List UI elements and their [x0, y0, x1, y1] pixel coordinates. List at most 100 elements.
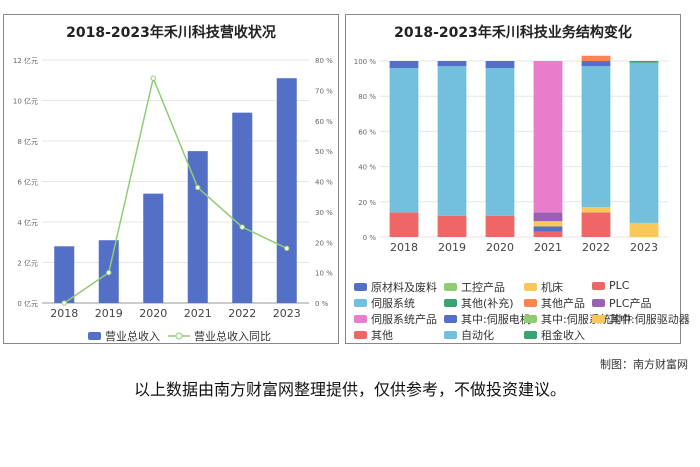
x-axis-tick-label: 2023	[273, 307, 301, 320]
growth-point	[61, 300, 67, 306]
legend-label: 营业总收入	[105, 330, 160, 343]
legend-swatch	[444, 283, 457, 291]
stack-segment	[581, 55, 611, 61]
y-axis-tick-label: 80 %	[358, 93, 376, 101]
stack-segment	[629, 61, 659, 63]
legend-label: 营业总收入同比	[194, 330, 271, 343]
stack-segment	[581, 61, 611, 67]
legend-item: 其中:伺服驱动器	[592, 311, 690, 327]
right-axis-tick-label: 40 %	[315, 179, 333, 187]
growth-point	[106, 269, 112, 276]
legend-item: 其中:伺服电机	[444, 311, 531, 327]
growth-point	[239, 224, 245, 230]
legend-swatch	[524, 283, 537, 291]
right-axis-tick-label: 80 %	[315, 57, 333, 65]
legend-swatch	[524, 299, 537, 307]
stack-segment	[533, 221, 563, 227]
left-axis-tick-label: 10 亿元	[13, 97, 38, 106]
stack-segment	[533, 231, 563, 237]
legend-label: 租金收入	[541, 329, 585, 342]
growth-point	[195, 184, 201, 191]
legend-swatch	[524, 331, 537, 339]
legend-item: 机床	[524, 279, 563, 295]
stack-segment	[389, 61, 419, 69]
legend-item: 工控产品	[444, 279, 505, 295]
right-axis-tick-label: 10 %	[315, 270, 333, 278]
left-axis-tick-label: 0 亿元	[17, 299, 38, 308]
right-axis-tick-label: 50 %	[315, 148, 333, 156]
stack-segment	[581, 66, 611, 208]
legend-swatch	[524, 315, 537, 323]
y-axis-tick-label: 20 %	[358, 199, 376, 207]
x-axis-tick-label: 2022	[228, 307, 256, 320]
business-structure-legend: 原材料及废料 工控产品 机床 PLC 伺服系统 其他(补充) 其他产品 PLC产品伺服系统产品…	[346, 279, 690, 345]
legend-swatch	[354, 315, 367, 323]
stack-segment	[437, 66, 467, 216]
x-axis-tick-label: 2019	[95, 307, 123, 320]
revenue-legend: 营业总收入 营业总收入同比	[4, 327, 340, 343]
legend-item: 伺服系统产品	[354, 311, 437, 327]
left-axis-tick-label: 12 亿元	[13, 56, 38, 65]
legend-label: 伺服系统	[371, 297, 415, 310]
stack-segment	[581, 212, 611, 237]
revenue-bar	[54, 246, 75, 303]
right-axis-tick-label: 30 %	[315, 209, 333, 217]
legend-label: PLC	[609, 279, 630, 292]
revenue-bar	[232, 112, 253, 304]
y-axis-tick-label: 100 %	[354, 58, 377, 66]
legend-swatch	[354, 299, 367, 307]
legend-item: 营业总收入	[88, 328, 160, 344]
x-axis-tick-label: 2020	[486, 241, 514, 254]
left-axis-tick-label: 2 亿元	[17, 259, 38, 268]
legend-swatch	[592, 281, 605, 290]
legend-swatch	[592, 299, 605, 307]
revenue-bar	[276, 78, 297, 303]
chart-credit: 制图：南方财富网	[600, 358, 688, 371]
right-axis-tick-label: 60 %	[315, 118, 333, 126]
left-axis-tick-label: 6 亿元	[17, 178, 38, 187]
stack-segment	[581, 207, 611, 213]
legend-label: 自动化	[461, 329, 494, 342]
legend-swatch	[444, 331, 457, 339]
revenue-chart: 0 亿元 2 亿元 4 亿元 6 亿元 8 亿元 10 亿元 12 亿元 0 % 10 % 20 …	[13, 56, 333, 320]
growth-point	[284, 245, 290, 252]
left-axis-tick-label: 8 亿元	[17, 137, 38, 146]
legend-label: 其中:伺服驱动器	[609, 313, 690, 326]
y-axis-tick-label: 0 %	[363, 234, 377, 242]
y-axis-tick-label: 40 %	[358, 164, 376, 172]
legend-swatch	[592, 315, 605, 323]
stack-segment	[485, 215, 515, 237]
stack-segment	[485, 68, 515, 216]
business-structure-title: 2018-2023年禾川科技业务结构变化	[394, 25, 632, 41]
y-axis-tick-label: 60 %	[358, 128, 376, 136]
disclaimer-note: 以上数据由南方财富网整理提供，仅供参考，不做投资建议。	[133, 380, 566, 399]
legend-label: 工控产品	[461, 281, 505, 294]
stack-segment	[389, 212, 419, 237]
legend-item: 其中:伺服系统附件	[524, 311, 633, 327]
legend-item: 营业总收入同比	[168, 328, 271, 344]
stack-segment	[437, 215, 467, 237]
left-axis-tick-label: 4 亿元	[17, 218, 38, 227]
legend-swatch	[444, 299, 457, 307]
stack-segment	[629, 62, 659, 223]
legend-label: 其他产品	[541, 297, 585, 310]
legend-item: 原材料及废料	[354, 279, 437, 295]
legend-item: PLC	[592, 279, 629, 292]
right-axis-tick-label: 0 %	[315, 300, 329, 308]
growth-line	[63, 75, 288, 304]
legend-item: 其他(补充)	[444, 295, 514, 311]
revenue-chart-panel: 2018-2023年禾川科技营收状况 0 亿元 2 亿元 4 亿元 6 亿元 8 亿元 1…	[3, 14, 339, 344]
legend-label: 机床	[541, 281, 563, 294]
legend-label: 其中:伺服系统附件	[541, 313, 633, 326]
right-axis-tick-label: 70 %	[315, 87, 333, 95]
business-structure-chart: 0 % 20 % 40 % 60 % 80 % 100 % 2018 2019 2020 2021…	[354, 55, 668, 254]
right-axis-tick-label: 20 %	[315, 239, 333, 247]
stack-segment	[629, 222, 659, 237]
x-axis-tick-label: 2018	[390, 241, 418, 254]
legend-swatch	[354, 331, 367, 339]
legend-item: PLC产品	[592, 295, 651, 311]
stack-segment	[437, 61, 467, 67]
legend-item: 伺服系统	[354, 295, 415, 311]
legend-label: 其他	[371, 329, 393, 342]
stack-segment	[389, 68, 419, 213]
